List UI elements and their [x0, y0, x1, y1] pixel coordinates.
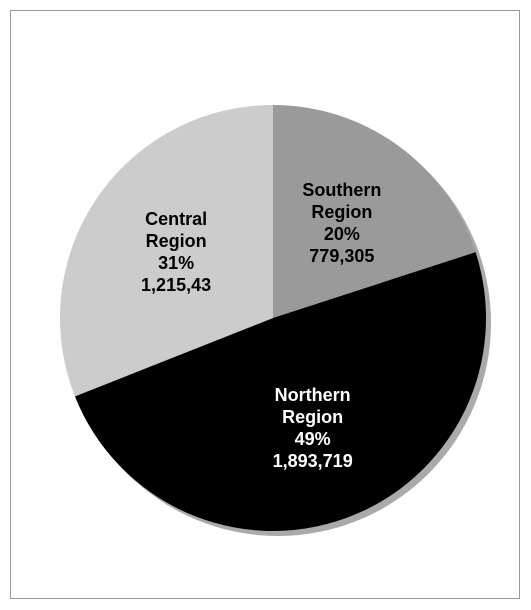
slice-label: Central Region 31% 1,215,43: [116, 208, 236, 296]
slice-name: Southern Region: [302, 180, 382, 223]
slice-name: Northern Region: [274, 385, 351, 428]
slice-percent: 20%: [323, 224, 360, 245]
slice-count: 1,215,43: [141, 275, 212, 296]
pie-slice: [60, 105, 273, 397]
slice-name: Central Region: [145, 209, 208, 252]
slice-label: Southern Region 20% 779,305: [282, 179, 402, 267]
slice-percent: 49%: [294, 429, 331, 450]
slice-label: Northern Region 49% 1,893,719: [253, 384, 373, 472]
slice-count: 1,893,719: [272, 451, 353, 472]
pie-slice: [273, 105, 476, 318]
slice-count: 779,305: [309, 246, 375, 267]
slice-percent: 31%: [158, 253, 195, 274]
pie-slice: [74, 252, 486, 531]
